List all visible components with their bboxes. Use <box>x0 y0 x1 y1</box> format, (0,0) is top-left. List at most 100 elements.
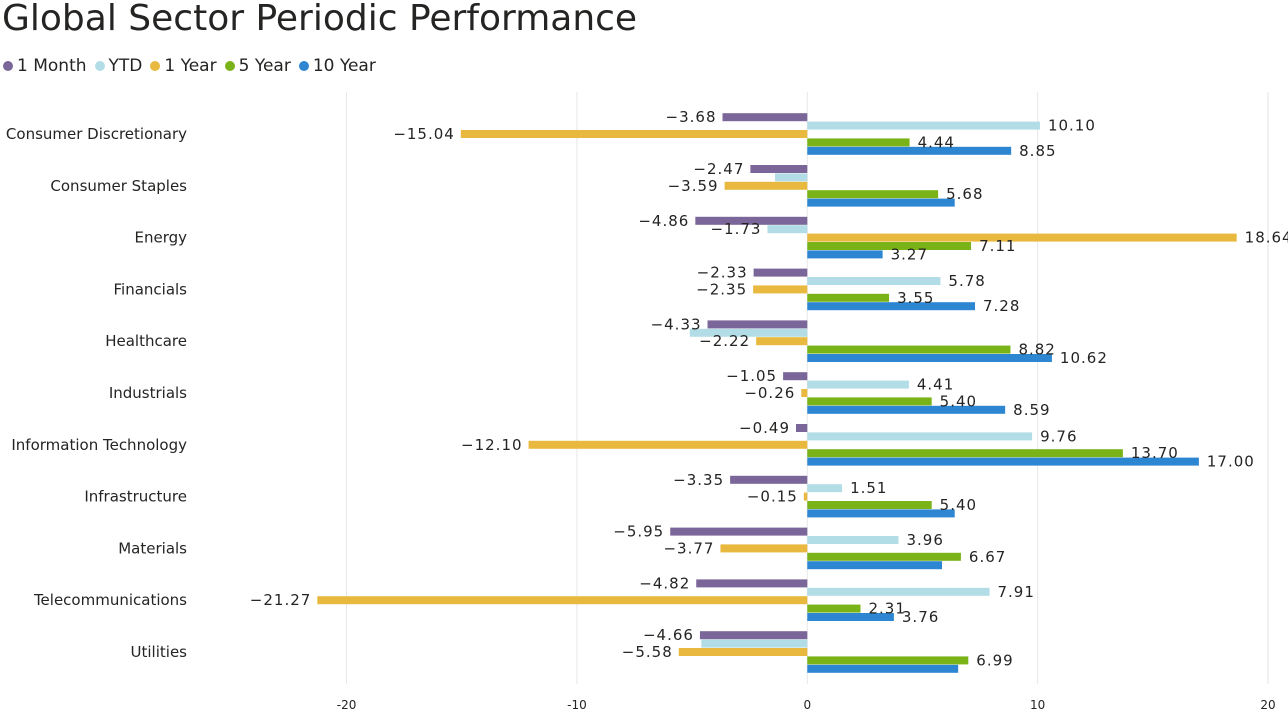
data-label: −3.77 <box>663 539 714 557</box>
data-label: −0.49 <box>739 419 790 437</box>
data-label: −2.35 <box>696 280 747 298</box>
data-label: −21.27 <box>250 591 312 609</box>
bar[interactable] <box>754 269 808 277</box>
bar[interactable] <box>807 397 931 405</box>
bar[interactable] <box>807 199 954 207</box>
category-label: Consumer Discretionary <box>6 125 187 143</box>
bar[interactable] <box>723 113 808 121</box>
bar[interactable] <box>801 389 807 397</box>
data-label: 5.78 <box>948 272 985 290</box>
data-label: 6.99 <box>976 651 1013 669</box>
data-label: 8.85 <box>1019 142 1056 160</box>
data-label: 2.31 <box>868 600 905 618</box>
bar[interactable] <box>756 337 807 345</box>
bar[interactable] <box>807 561 942 569</box>
bar[interactable] <box>696 579 807 587</box>
bar[interactable] <box>807 501 931 509</box>
bar[interactable] <box>807 605 860 613</box>
data-label: 9.76 <box>1040 427 1077 445</box>
data-label: 5.68 <box>946 185 983 203</box>
bar[interactable] <box>807 536 898 544</box>
bar[interactable] <box>700 631 807 639</box>
data-label: −4.82 <box>639 574 690 592</box>
data-label: 5.40 <box>940 496 977 514</box>
bar[interactable] <box>807 432 1032 440</box>
data-label: 17.00 <box>1207 453 1255 471</box>
bar[interactable] <box>679 648 808 656</box>
bar[interactable] <box>807 250 882 258</box>
data-label: −3.59 <box>668 177 719 195</box>
data-label: 13.70 <box>1131 444 1179 462</box>
bar[interactable] <box>807 138 909 146</box>
bar[interactable] <box>670 528 807 536</box>
data-label: −15.04 <box>393 125 455 143</box>
bar[interactable] <box>807 122 1040 130</box>
bar[interactable] <box>807 354 1052 362</box>
data-label: −5.58 <box>622 643 673 661</box>
bar[interactable] <box>807 302 975 310</box>
x-tick-label: -10 <box>567 698 587 712</box>
data-label: 7.28 <box>983 297 1020 315</box>
bar[interactable] <box>730 476 807 484</box>
bar[interactable] <box>807 277 940 285</box>
data-label: −12.10 <box>461 436 523 454</box>
bar[interactable] <box>807 509 954 517</box>
bar[interactable] <box>753 285 807 293</box>
bar[interactable] <box>807 147 1011 155</box>
bar[interactable] <box>807 449 1123 457</box>
data-label: −2.22 <box>699 332 750 350</box>
bar[interactable] <box>807 665 958 673</box>
data-label: 3.76 <box>902 608 939 626</box>
data-label: −0.15 <box>747 488 798 506</box>
bar[interactable] <box>701 640 807 648</box>
bar[interactable] <box>807 588 989 596</box>
bar[interactable] <box>750 165 807 173</box>
bar[interactable] <box>807 484 842 492</box>
data-label: 5.40 <box>940 392 977 410</box>
data-label: 6.67 <box>969 548 1006 566</box>
data-label: −1.05 <box>726 367 777 385</box>
data-label: −1.73 <box>710 220 761 238</box>
category-label: Industrials <box>109 384 187 402</box>
bar[interactable] <box>807 242 971 250</box>
bar[interactable] <box>807 234 1236 242</box>
data-label: 4.41 <box>917 376 954 394</box>
data-label: 4.44 <box>918 133 955 151</box>
bar[interactable] <box>725 182 808 190</box>
data-label: 10.62 <box>1060 349 1108 367</box>
bar-chart: -20 -10 0 10 20Consumer DiscretionaryConsume… <box>0 0 1288 716</box>
category-label: Telecommunications <box>33 591 187 609</box>
x-tick-label: 20 <box>1260 698 1275 712</box>
bar[interactable] <box>529 441 808 449</box>
x-tick-label: -20 <box>337 698 357 712</box>
category-label: Financials <box>114 280 188 298</box>
data-label: 8.59 <box>1013 401 1050 419</box>
bar[interactable] <box>796 424 807 432</box>
bar[interactable] <box>783 372 807 380</box>
data-label: −4.86 <box>638 212 689 230</box>
data-label: −3.68 <box>666 108 717 126</box>
bar[interactable] <box>807 190 938 198</box>
bar[interactable] <box>807 553 961 561</box>
bar[interactable] <box>807 346 1010 354</box>
data-label: −0.26 <box>744 384 795 402</box>
bar[interactable] <box>807 656 968 664</box>
bar[interactable] <box>807 294 889 302</box>
category-label: Energy <box>134 229 187 247</box>
data-label: 3.27 <box>891 245 928 263</box>
category-label: Information Technology <box>11 436 187 454</box>
data-label: 7.91 <box>997 583 1034 601</box>
category-label: Healthcare <box>105 332 187 350</box>
data-label: −4.66 <box>643 626 694 644</box>
bar[interactable] <box>461 130 807 138</box>
bar[interactable] <box>807 381 909 389</box>
bar[interactable] <box>720 544 807 552</box>
bar[interactable] <box>804 493 807 501</box>
x-tick-label: 0 <box>803 698 811 712</box>
category-label: Infrastructure <box>84 488 187 506</box>
bar[interactable] <box>775 173 807 181</box>
bar[interactable] <box>708 320 808 328</box>
bar[interactable] <box>317 596 807 604</box>
data-label: −2.33 <box>697 264 748 282</box>
bar[interactable] <box>767 225 807 233</box>
